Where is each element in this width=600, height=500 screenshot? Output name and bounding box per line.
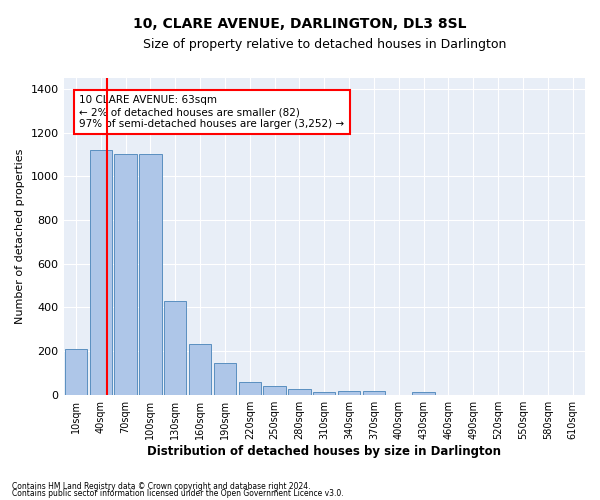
Bar	[263, 386, 286, 394]
Bar	[189, 344, 211, 395]
Text: 10 CLARE AVENUE: 63sqm
← 2% of detached houses are smaller (82)
97% of semi-deta: 10 CLARE AVENUE: 63sqm ← 2% of detached …	[79, 96, 344, 128]
Bar	[139, 154, 161, 394]
Bar	[214, 363, 236, 394]
Bar	[239, 382, 261, 394]
Text: Contains public sector information licensed under the Open Government Licence v3: Contains public sector information licen…	[12, 489, 344, 498]
Bar	[288, 389, 311, 394]
Bar	[164, 301, 187, 394]
Bar	[363, 392, 385, 394]
Text: Contains HM Land Registry data © Crown copyright and database right 2024.: Contains HM Land Registry data © Crown c…	[12, 482, 311, 491]
Bar	[65, 349, 87, 395]
Bar	[115, 154, 137, 394]
Text: 10, CLARE AVENUE, DARLINGTON, DL3 8SL: 10, CLARE AVENUE, DARLINGTON, DL3 8SL	[133, 18, 467, 32]
Bar	[338, 392, 360, 394]
Bar	[89, 150, 112, 394]
X-axis label: Distribution of detached houses by size in Darlington: Distribution of detached houses by size …	[147, 444, 501, 458]
Bar	[412, 392, 435, 394]
Bar	[313, 392, 335, 394]
Title: Size of property relative to detached houses in Darlington: Size of property relative to detached ho…	[143, 38, 506, 51]
Y-axis label: Number of detached properties: Number of detached properties	[15, 148, 25, 324]
